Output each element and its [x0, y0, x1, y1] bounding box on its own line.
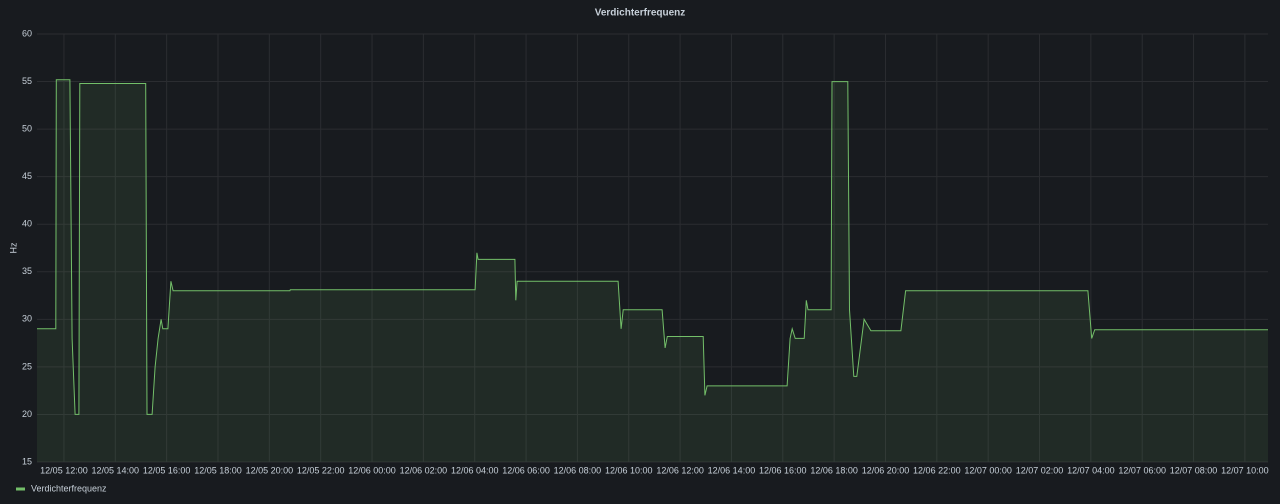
x-tick-label: 12/07 04:00 [1067, 465, 1115, 475]
y-tick-label: 35 [22, 266, 32, 276]
x-tick-label: 12/07 00:00 [964, 465, 1012, 475]
x-tick-label: 12/05 22:00 [297, 465, 345, 475]
x-tick-label: 12/05 12:00 [40, 465, 88, 475]
x-tick-label: 12/06 14:00 [708, 465, 756, 475]
y-axis-label: Hz [8, 242, 18, 253]
line [37, 79, 1268, 415]
y-tick-label: 50 [22, 123, 32, 133]
x-tick-label: 12/06 16:00 [759, 465, 807, 475]
x-tick-label: 12/06 10:00 [605, 465, 653, 475]
x-tick-label: 12/07 02:00 [1016, 465, 1064, 475]
x-tick-label: 12/07 10:00 [1221, 465, 1269, 475]
y-tick-label: 55 [22, 76, 32, 86]
x-tick-label: 12/06 06:00 [502, 465, 550, 475]
x-tick-label: 12/06 08:00 [554, 465, 602, 475]
x-tick-label: 12/06 22:00 [913, 465, 961, 475]
x-tick-label: 12/05 14:00 [92, 465, 140, 475]
x-tick-label: 12/05 20:00 [246, 465, 294, 475]
x-tick-label: 12/05 16:00 [143, 465, 191, 475]
y-tick-label: 15 [22, 456, 32, 466]
chart-title: Verdichterfrequenz [595, 8, 686, 19]
y-tick-label: 20 [22, 409, 32, 419]
y-tick-label: 25 [22, 361, 32, 371]
x-tick-label: 12/06 20:00 [862, 465, 910, 475]
y-tick-label: 30 [22, 314, 32, 324]
x-tick-label: 12/06 04:00 [451, 465, 499, 475]
x-tick-label: 12/06 02:00 [400, 465, 448, 475]
legend-label: Verdichterfrequenz [31, 483, 107, 493]
x-tick-label: 12/06 12:00 [656, 465, 704, 475]
x-tick-label: 12/07 08:00 [1170, 465, 1218, 475]
y-tick-label: 40 [22, 219, 32, 229]
area [37, 79, 1268, 462]
x-tick-label: 12/07 06:00 [1118, 465, 1166, 475]
y-tick-label: 60 [22, 28, 32, 38]
x-tick-label: 12/06 18:00 [810, 465, 858, 475]
x-tick-label: 12/06 00:00 [348, 465, 396, 475]
y-tick-label: 45 [22, 171, 32, 181]
x-tick-label: 12/05 18:00 [194, 465, 242, 475]
